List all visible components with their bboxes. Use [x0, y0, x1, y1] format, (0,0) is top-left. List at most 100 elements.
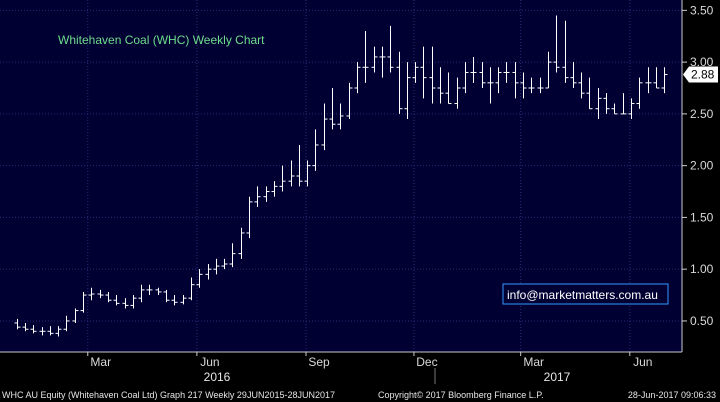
- ohlc-bar: [138, 284, 145, 303]
- x-tick-label: Mar: [90, 355, 111, 369]
- ohlc-bar: [429, 46, 436, 104]
- footer: WHC AU Equity (Whitehaven Coal Ltd) Grap…: [2, 390, 716, 400]
- ohlc-bar: [296, 144, 303, 187]
- ohlc-bar: [661, 67, 668, 94]
- ohlc-bar: [72, 308, 79, 324]
- ohlc-bar: [645, 67, 652, 94]
- ohlc-bar: [288, 160, 295, 187]
- x-tick-label: Jun: [200, 355, 219, 369]
- ohlc-bar: [586, 77, 593, 110]
- ohlc-bar: [570, 62, 577, 88]
- ohlc-bar: [620, 93, 627, 115]
- ohlc-bar: [653, 67, 660, 89]
- ohlc-bar: [30, 325, 37, 334]
- ohlc-bar: [553, 15, 560, 73]
- ohlc-bar: [503, 62, 510, 83]
- y-tick-label: 1.00: [690, 262, 714, 276]
- ohlc-bar: [263, 186, 270, 202]
- ohlc-bar: [122, 298, 129, 309]
- annotation-box: [502, 283, 669, 305]
- x-tick-label: Dec: [416, 355, 437, 369]
- footer-copyright: Copyright© 2017 Bloomberg Finance L.P.: [378, 390, 544, 400]
- x-tick-label: Sep: [308, 355, 330, 369]
- ohlc-bar: [155, 287, 162, 296]
- ohlc-bar: [229, 243, 236, 268]
- year-label-2017: 2017: [544, 370, 571, 384]
- ohlc-bar: [105, 291, 112, 303]
- y-tick-label: 1.50: [690, 210, 714, 224]
- ohlc-bar: [603, 93, 610, 114]
- x-tick-label: Mar: [523, 355, 544, 369]
- ohlc-bar: [63, 315, 70, 332]
- ohlc-bar: [171, 295, 178, 306]
- y-tick-label: 3.00: [690, 55, 714, 69]
- ohlc-bar: [238, 227, 245, 259]
- year-labels: 2016 2017: [204, 368, 571, 384]
- year-label-2016: 2016: [204, 370, 231, 384]
- ohlc-bar: [180, 295, 187, 305]
- footer-timestamp: 28-Jun-2017 09:06:33: [628, 390, 716, 400]
- ohlc-bar: [47, 326, 54, 336]
- ohlc-bar: [528, 77, 535, 94]
- y-tick-label: 2.50: [690, 107, 714, 121]
- ohlc-bar: [80, 291, 87, 313]
- ohlc-bar: [420, 46, 427, 99]
- ohlc-bar: [479, 62, 486, 88]
- ohlc-bar: [545, 51, 552, 89]
- ohlc-bar: [246, 196, 253, 239]
- y-tick-label: 3.50: [690, 3, 714, 17]
- ohlc-bar: [304, 160, 311, 187]
- x-tick-label: Jun: [633, 355, 652, 369]
- ohlc-bar: [130, 295, 137, 309]
- ohlc-bar: [329, 88, 336, 130]
- ohlc-bar: [271, 181, 278, 197]
- y-tick-label: 2.00: [690, 159, 714, 173]
- ohlc-bar: [279, 165, 286, 192]
- ohlc-bar: [595, 88, 602, 120]
- ohlc-bar: [146, 284, 153, 296]
- ohlc-bar: [445, 72, 452, 105]
- annotation-text: info@marketmatters.com.au: [507, 288, 658, 302]
- ohlc-bar: [487, 67, 494, 104]
- ohlc-bar: [611, 103, 618, 115]
- ohlc-bar: [396, 51, 403, 114]
- ohlc-bar: [254, 186, 261, 208]
- ohlc-bar: [562, 20, 569, 83]
- ohlc-bar: [412, 62, 419, 83]
- ohlc-bar: [55, 326, 62, 337]
- ohlc-bar: [312, 129, 319, 171]
- ohlc-bar: [636, 77, 643, 109]
- ohlc-bar: [379, 46, 386, 78]
- ohlc-bar: [520, 72, 527, 99]
- y-tick-label: 0.50: [690, 314, 714, 328]
- ohlc-bar: [196, 269, 203, 288]
- ohlc-bar: [221, 258, 228, 270]
- ohlc-bar: [454, 77, 461, 109]
- ohlc-bar: [163, 289, 170, 303]
- ohlc-bar: [39, 327, 46, 336]
- ohlc-bar: [512, 62, 519, 99]
- last-price-marker: 2.88: [683, 66, 718, 83]
- ohlc-bar: [337, 103, 344, 130]
- ohlc-bar: [88, 287, 95, 301]
- ohlc-bar: [437, 67, 444, 104]
- ohlc-bar: [387, 25, 394, 73]
- ohlc-bar: [354, 62, 361, 94]
- last-price-label: 2.88: [691, 68, 715, 82]
- ohlc-bar: [205, 264, 212, 280]
- ohlc-bar: [578, 72, 585, 99]
- ohlc-bar: [462, 62, 469, 94]
- x-axis: Mar Jun Sep Dec Mar Jun: [0, 351, 682, 369]
- ohlc-bar: [628, 98, 635, 120]
- footer-security: WHC AU Equity (Whitehaven Coal Ltd) Grap…: [2, 390, 335, 400]
- ohlc-bar: [470, 56, 477, 83]
- ohlc-bar: [213, 258, 220, 275]
- ohlc-bar: [113, 295, 120, 306]
- ohlc-bar: [537, 77, 544, 94]
- ohlc-bar: [188, 277, 195, 301]
- chart-title: Whitehaven Coal (WHC) Weekly Chart: [58, 33, 265, 47]
- ohlc-bar: [346, 82, 353, 120]
- ohlc-bar: [404, 62, 411, 120]
